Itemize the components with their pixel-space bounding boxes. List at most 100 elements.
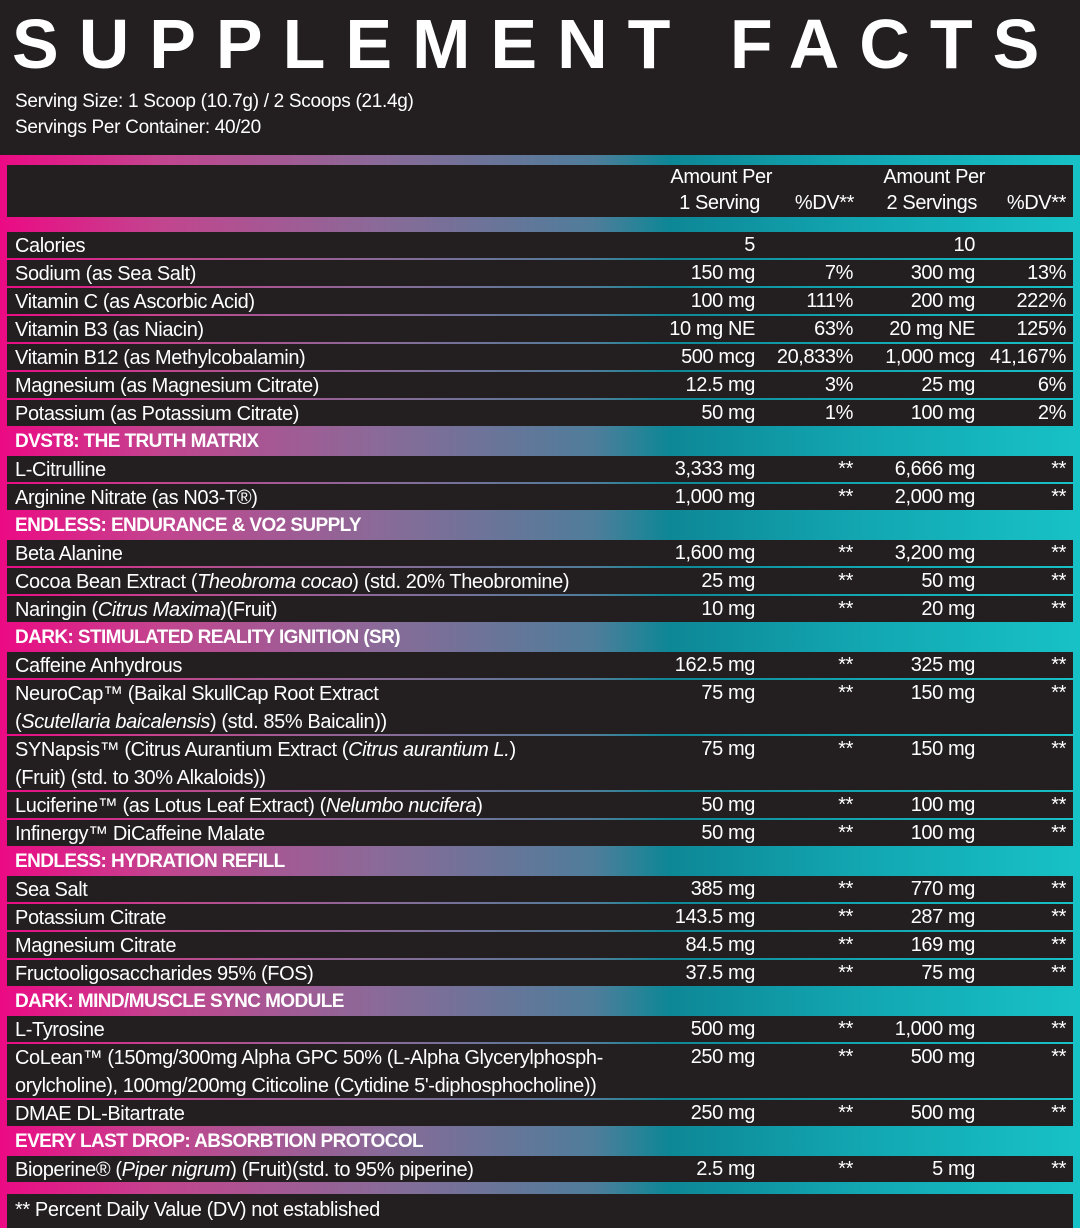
dv-1-serving: **: [838, 682, 853, 704]
table-row: L-Citrulline 3,333 mg ** 6,666 mg **: [7, 456, 1073, 484]
section-header: DARK: STIMULATED REALITY IGNITION (SR): [7, 624, 1073, 652]
name-text: ): [509, 739, 516, 761]
amount-2-servings: 325 mg: [910, 654, 976, 676]
amount-1-serving: 75 mg: [701, 738, 755, 760]
ingredient-name: Sea Salt: [7, 876, 1073, 904]
amount-1-serving: 385 mg: [690, 878, 756, 900]
dv-1-serving: **: [838, 962, 853, 984]
ingredient-name: L-Tyrosine: [7, 1016, 1073, 1044]
amount-2-servings: 100 mg: [910, 402, 976, 424]
dv-1-serving: **: [838, 486, 853, 508]
section-header: ENDLESS: HYDRATION REFILL: [7, 848, 1073, 876]
amount-1-serving: 2.5 mg: [696, 1158, 755, 1180]
ingredient-name: Vitamin B12 (as Methylcobalamin): [7, 344, 1073, 372]
table-row: Luciferine™ (as Lotus Leaf Extract) (Nel…: [7, 792, 1073, 820]
name-text: Luciferine™ (as Lotus Leaf Extract) (: [15, 795, 326, 817]
dv-2-servings: 13%: [1027, 262, 1066, 284]
amount-2-servings: 25 mg: [921, 374, 975, 396]
table-row: Arginine Nitrate (as N03-T®) 1,000 mg ** 2,…: [7, 484, 1073, 512]
amount-2-servings: 5 mg: [932, 1158, 975, 1180]
dv-2-servings: **: [1051, 794, 1066, 816]
dv-2-servings: **: [1051, 962, 1066, 984]
dv-1-serving: **: [838, 1018, 853, 1040]
ingredient-name: Infinergy™ DiCaffeine Malate: [7, 820, 1073, 848]
title-panel: SUPPLEMENT FACTS Serving Size: 1 Scoop (…: [0, 0, 1080, 155]
ingredient-name: CoLean™ (150mg/300mg Alpha GPC 50% (L-Al…: [7, 1044, 1073, 1072]
table-row: NeuroCap™ (Baikal SkullCap Root Extract (…: [7, 680, 1073, 736]
dv-1-serving: **: [838, 822, 853, 844]
dv-2-servings: 41,167%: [989, 346, 1067, 368]
dv-2-servings: **: [1051, 598, 1066, 620]
dv-2-servings: **: [1051, 738, 1066, 760]
name-text: Sodium (as Sea Salt): [15, 263, 196, 285]
amount-2-servings: 1,000 mcg: [885, 346, 975, 368]
amount-1-serving: 162.5 mg: [674, 654, 756, 676]
amount-1-serving: 10 mg NE: [669, 318, 755, 340]
dv-2-servings: 2%: [1037, 402, 1067, 424]
name-text: Arginine Nitrate (as N03-T®): [15, 487, 258, 509]
header-1-serving: 1 Serving: [679, 192, 760, 214]
table-row: Vitamin B3 (as Niacin) 10 mg NE 63% 20 mg N…: [7, 316, 1073, 344]
dv-1-serving: 3%: [824, 374, 854, 396]
dv-2-servings: 6%: [1037, 374, 1067, 396]
table-row: Potassium (as Potassium Citrate) 50 mg 1% 1…: [7, 400, 1073, 428]
amount-1-serving: 3,333 mg: [674, 458, 756, 480]
amount-2-servings: 300 mg: [910, 262, 976, 284]
table-row: Magnesium Citrate 84.5 mg ** 169 mg **: [7, 932, 1073, 960]
ingredient-name: Magnesium Citrate: [7, 932, 1073, 960]
table-row: L-Tyrosine 500 mg ** 1,000 mg **: [7, 1016, 1073, 1044]
ingredient-name: Arginine Nitrate (as N03-T®): [7, 484, 1073, 512]
name-text: Sea Salt: [15, 879, 88, 901]
dv-1-serving: **: [838, 1102, 853, 1124]
amount-1-serving: 84.5 mg: [685, 934, 756, 956]
amount-1-serving: 50 mg: [701, 402, 755, 424]
amount-2-servings: 2,000 mg: [894, 486, 976, 508]
botanical-name: Theobroma cocao: [197, 571, 353, 593]
name-text: Caffeine Anhydrous: [15, 655, 182, 677]
table-row: Sea Salt 385 mg ** 770 mg **: [7, 876, 1073, 904]
dv-2-servings: **: [1051, 570, 1066, 592]
dv-1-serving: **: [838, 934, 853, 956]
ingredient-name: Vitamin C (as Ascorbic Acid): [7, 288, 1073, 316]
ingredient-name: Naringin (Citrus Maxima)(Fruit): [7, 596, 1073, 624]
name-text: Vitamin B3 (as Niacin): [15, 319, 204, 341]
table-row: Caffeine Anhydrous 162.5 mg ** 325 mg **: [7, 652, 1073, 680]
name-text: CoLean™ (150mg/300mg Alpha GPC 50% (L-Al…: [15, 1047, 603, 1069]
dv-2-servings: **: [1051, 1046, 1066, 1068]
dv-1-serving: **: [838, 1046, 853, 1068]
amount-1-serving: 500 mg: [690, 1018, 756, 1040]
dv-2-servings: **: [1051, 906, 1066, 928]
amount-2-servings: 770 mg: [910, 878, 976, 900]
amount-2-servings: 169 mg: [910, 934, 976, 956]
ingredient-name: (Scutellaria baicalensis) (std. 85% Baic…: [7, 708, 1073, 736]
dv-2-servings: **: [1051, 682, 1066, 704]
amount-2-servings: 150 mg: [910, 682, 976, 704]
amount-1-serving: 150 mg: [690, 262, 756, 284]
table-row: Potassium Citrate 143.5 mg ** 287 mg **: [7, 904, 1073, 932]
name-text: SYNapsis™ (Citrus Aurantium Extract (: [15, 739, 349, 761]
table-row: Vitamin B12 (as Methylcobalamin) 500 mcg 2…: [7, 344, 1073, 372]
dv-2-servings: **: [1051, 1158, 1066, 1180]
amount-2-servings: 500 mg: [910, 1046, 976, 1068]
ingredient-name: Sodium (as Sea Salt): [7, 260, 1073, 288]
dv-1-serving: **: [838, 794, 853, 816]
amount-1-serving: 50 mg: [701, 794, 755, 816]
botanical-name: Scutellaria baicalensis: [21, 711, 210, 733]
amount-1-serving: 250 mg: [690, 1102, 756, 1124]
section-header: DARK: MIND/MUSCLE SYNC MODULE: [7, 988, 1073, 1016]
amount-2-servings: 50 mg: [921, 570, 975, 592]
dv-1-serving: **: [838, 1158, 853, 1180]
dv-1-serving: **: [838, 542, 853, 564]
amount-1-serving: 50 mg: [701, 822, 755, 844]
ingredient-name: Magnesium (as Magnesium Citrate): [7, 372, 1073, 400]
dv-2-servings: **: [1051, 1018, 1066, 1040]
amount-2-servings: 3,200 mg: [894, 542, 976, 564]
table-row: Magnesium (as Magnesium Citrate) 12.5 mg 3…: [7, 372, 1073, 400]
name-text: Fructooligosaccharides 95% (FOS): [15, 963, 314, 985]
facts-table: Calories 5 10 Sodium (as Sea Salt) 150 mg 7% 3…: [7, 232, 1073, 1184]
dv-1-serving: **: [838, 906, 853, 928]
amount-2-servings: 75 mg: [921, 962, 975, 984]
serving-size: Serving Size: 1 Scoop (10.7g) / 2 Scoops…: [15, 91, 414, 112]
table-row: SYNapsis™ (Citrus Aurantium Extract (Cit…: [7, 736, 1073, 792]
ingredient-name: Beta Alanine: [7, 540, 1073, 568]
